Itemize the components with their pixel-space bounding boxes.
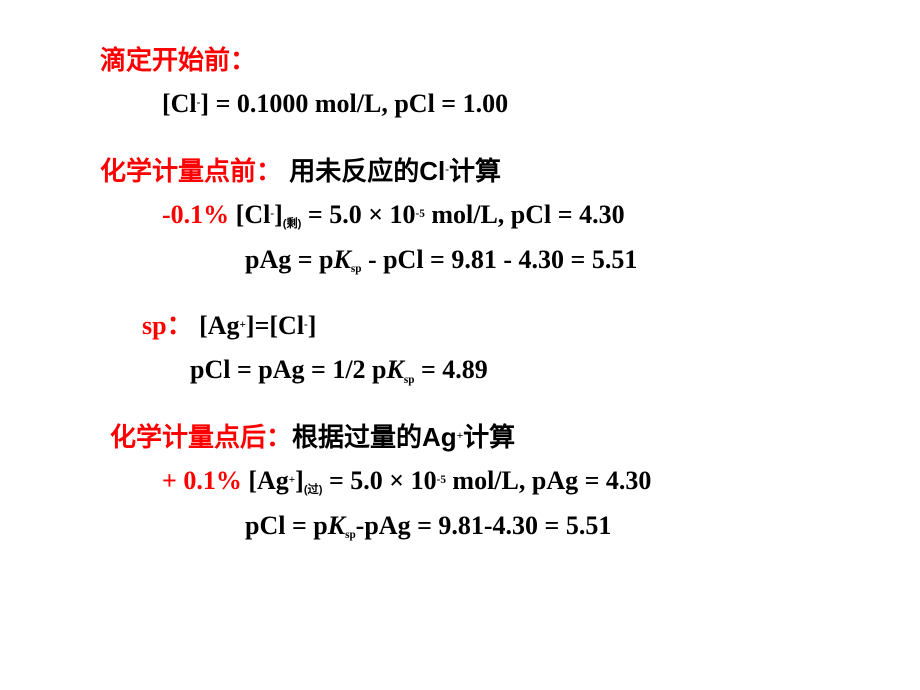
sec4-heading-text: 化学计量点后： <box>110 422 292 452</box>
sec3-heading-text: sp： <box>142 311 193 340</box>
sec2-line2: pAg = pKsp - pCl = 9.81 - 4.30 = 5.51 <box>245 242 920 278</box>
slide-content: 滴定开始前： [Cl-] = 0.1000 mol/L, pCl = 1.00 … <box>0 0 920 544</box>
sec2-heading: 化学计量点前： 用未反应的Cl-计算 <box>100 153 920 189</box>
sec2-heading-text: 化学计量点前： <box>100 156 282 186</box>
sec2-line1: -0.1% [Cl-](剩) = 5.0 × 10-5 mol/L, pCl =… <box>162 197 920 233</box>
sec4-line2: pCl = pKsp-pAg = 9.81-4.30 = 5.51 <box>245 508 920 544</box>
sec4-line1: + 0.1% [Ag+](过) = 5.0 × 10-5 mol/L, pAg … <box>162 463 920 499</box>
sec1-heading-text: 滴定开始前： <box>100 45 256 75</box>
sec3-line1: sp： [Ag+]=[Cl-] <box>142 308 920 344</box>
sec1-heading: 滴定开始前： <box>100 42 920 78</box>
sec3-line2: pCl = pAg = 1/2 pKsp = 4.89 <box>190 352 920 388</box>
sec1-line1: [Cl-] = 0.1000 mol/L, pCl = 1.00 <box>162 86 920 122</box>
sec4-heading: 化学计量点后：根据过量的Ag+计算 <box>110 419 920 455</box>
